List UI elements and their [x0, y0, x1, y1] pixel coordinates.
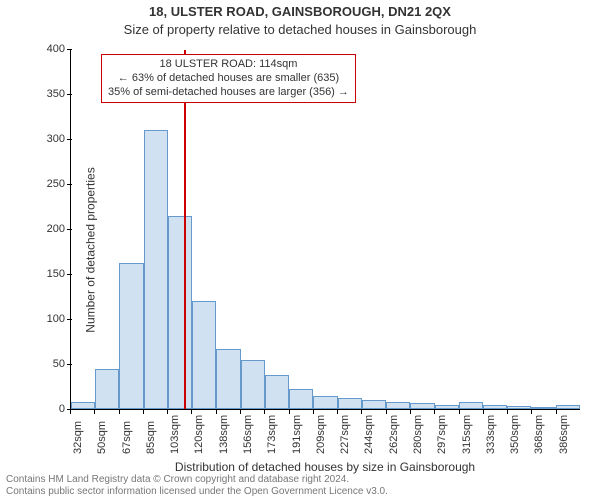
y-tick: 250: [47, 178, 71, 190]
histogram-bar: [95, 369, 119, 410]
x-tick: 32sqm: [72, 421, 84, 454]
histogram-bar: [362, 400, 386, 409]
x-tick: 262sqm: [388, 415, 400, 454]
reference-line: [184, 50, 186, 409]
y-tick: 100: [47, 313, 71, 325]
x-axis-label: Distribution of detached houses by size …: [70, 460, 580, 474]
histogram-bar: [119, 263, 143, 409]
histogram-bar: [241, 360, 265, 410]
footer-line-1: Contains HM Land Registry data © Crown c…: [6, 474, 388, 486]
x-tick: 191sqm: [291, 415, 303, 454]
attribution-footer: Contains HM Land Registry data © Crown c…: [6, 474, 388, 498]
y-tick: 400: [47, 43, 71, 55]
footer-line-2: Contains public sector information licen…: [6, 486, 388, 498]
y-tick: 300: [47, 133, 71, 145]
x-tick: 103sqm: [169, 415, 181, 454]
histogram-bar: [71, 402, 95, 409]
y-tick: 150: [47, 268, 71, 280]
chart-subtitle: Size of property relative to detached ho…: [0, 22, 600, 37]
histogram-bar: [483, 405, 507, 409]
annotation-line: ← 63% of detached houses are smaller (63…: [108, 72, 349, 86]
annotation-line: 18 ULSTER ROAD: 114sqm: [108, 58, 349, 72]
annotation-box: 18 ULSTER ROAD: 114sqm← 63% of detached …: [101, 54, 356, 103]
x-tick: 333sqm: [485, 415, 497, 454]
chart-title-address: 18, ULSTER ROAD, GAINSBOROUGH, DN21 2QX: [0, 4, 600, 19]
annotation-line: 35% of semi-detached houses are larger (…: [108, 86, 349, 100]
histogram-bar: [531, 407, 555, 409]
x-tick: 297sqm: [436, 415, 448, 454]
y-tick: 200: [47, 223, 71, 235]
histogram-bar: [313, 396, 337, 410]
histogram-bar: [556, 405, 580, 409]
histogram-bar: [289, 389, 313, 409]
histogram-bar: [507, 406, 531, 409]
x-tick: 368sqm: [533, 415, 545, 454]
histogram-bar: [216, 349, 240, 409]
x-axis-ticks: 32sqm 50sqm 67sqm 85sqm 103sqm 120sqm 138sqm 15…: [70, 410, 580, 460]
y-tick: 350: [47, 88, 71, 100]
plot-area: 050100150200250300350400 18 ULSTER ROAD:…: [70, 50, 580, 410]
histogram-bar: [144, 130, 168, 409]
x-tick: 138sqm: [218, 415, 230, 454]
histogram-bar: [435, 405, 459, 410]
x-tick: 50sqm: [96, 421, 108, 454]
histogram-bar: [410, 403, 434, 409]
histogram-bar: [192, 301, 216, 409]
x-tick: 120sqm: [193, 415, 205, 454]
x-tick: 227sqm: [339, 415, 351, 454]
x-tick: 244sqm: [363, 415, 375, 454]
x-tick: 350sqm: [509, 415, 521, 454]
x-tick: 280sqm: [412, 415, 424, 454]
x-tick: 85sqm: [145, 421, 157, 454]
histogram-bar: [338, 398, 362, 409]
x-tick: 67sqm: [121, 421, 133, 454]
histogram-bar: [386, 402, 410, 409]
histogram-bar: [168, 216, 192, 410]
x-tick: 386sqm: [558, 415, 570, 454]
histogram-bar: [265, 375, 289, 409]
histogram-bar: [459, 402, 483, 409]
x-tick: 173sqm: [266, 415, 278, 454]
x-tick: 156sqm: [242, 415, 254, 454]
histogram-bars: [71, 50, 580, 409]
property-size-chart: 18, ULSTER ROAD, GAINSBOROUGH, DN21 2QX …: [0, 0, 600, 500]
x-tick: 209sqm: [315, 415, 327, 454]
x-tick: 315sqm: [461, 415, 473, 454]
y-tick: 50: [53, 358, 71, 370]
